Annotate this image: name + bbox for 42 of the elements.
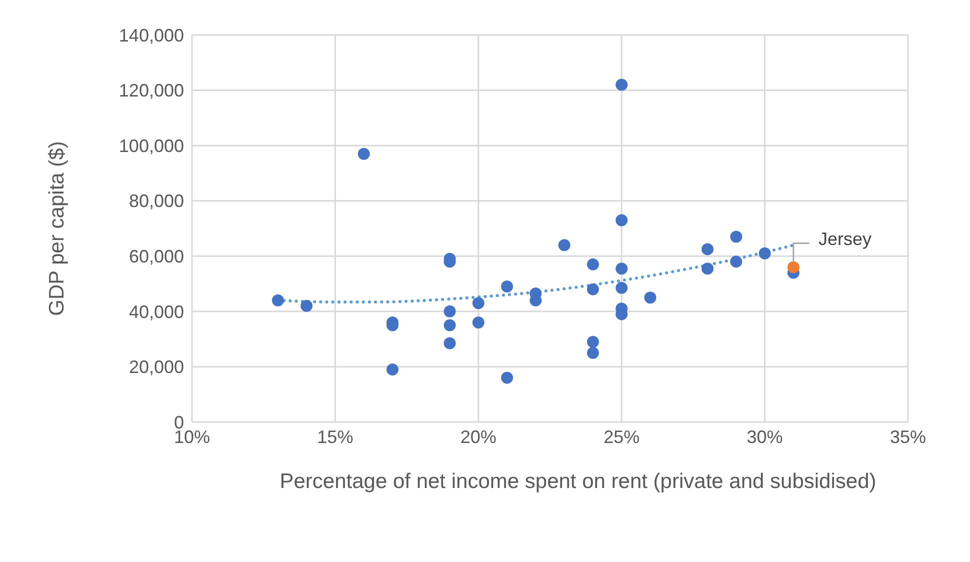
x-tick-label: 25%	[604, 426, 640, 447]
point	[358, 148, 370, 160]
y-tick-label: 60,000	[128, 246, 184, 267]
point	[558, 239, 570, 252]
y-tick-label: 20,000	[128, 357, 184, 378]
point	[758, 247, 771, 260]
point	[444, 319, 456, 332]
point	[586, 258, 599, 270]
point	[472, 316, 484, 328]
y-tick-label: 120,000	[118, 80, 184, 101]
x-tick-label: 35%	[890, 426, 926, 447]
point	[730, 230, 742, 243]
point	[501, 372, 514, 384]
point	[644, 292, 656, 304]
point	[586, 336, 599, 348]
point	[586, 346, 599, 359]
y-tick-label: 100,000	[118, 136, 184, 156]
point	[586, 283, 599, 296]
point	[702, 243, 714, 256]
point	[272, 294, 284, 306]
point	[444, 337, 456, 350]
point	[616, 214, 628, 226]
point	[300, 300, 313, 312]
point	[501, 280, 514, 293]
x-tick-label: 20%	[460, 426, 496, 447]
y-tick-label: 80,000	[128, 191, 184, 212]
y-tick-label: 40,000	[128, 302, 184, 322]
point	[616, 262, 628, 275]
point	[787, 261, 800, 274]
point	[386, 363, 398, 376]
point	[730, 256, 742, 268]
x-tick-label: 30%	[746, 426, 783, 447]
point	[616, 282, 628, 294]
annotation: Jersey	[818, 229, 872, 250]
y-axis-title: GDP per capita ($)	[45, 141, 68, 316]
x-tick-label: 15%	[317, 426, 354, 447]
point	[702, 262, 714, 275]
point	[472, 297, 484, 310]
y-tick-label: 140,000	[118, 25, 184, 46]
x-axis-title: Percentage of net income spent on rent (private and subsidised)	[278, 469, 878, 495]
point	[444, 305, 456, 318]
point	[616, 78, 628, 91]
